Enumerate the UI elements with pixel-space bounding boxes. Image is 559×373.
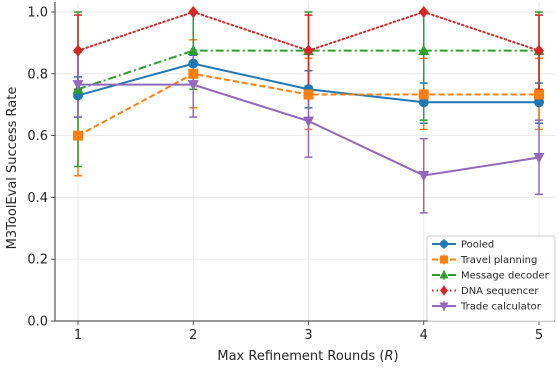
message-decoder-point bbox=[418, 44, 430, 56]
legend-label: Message decoder bbox=[461, 271, 550, 282]
dna-sequencer-point bbox=[73, 44, 83, 57]
x-tick-label: 3 bbox=[304, 328, 312, 343]
trade-calculator-point bbox=[187, 80, 199, 91]
travel-planning-point bbox=[188, 68, 199, 79]
legend-swatch-marker bbox=[439, 270, 449, 279]
legend-label: Trade calculator bbox=[460, 302, 542, 313]
legend-frame bbox=[426, 235, 556, 322]
series-markers bbox=[72, 6, 545, 182]
tick-labels: 1 2 3 4 5 0.0 0.2 0.4 0.6 0.8 1.0 bbox=[27, 6, 543, 344]
legend-item-travel-planning: Travel planning bbox=[432, 254, 537, 266]
dna-sequencer-point bbox=[534, 44, 544, 57]
x-tick-label: 2 bbox=[189, 328, 197, 343]
travel-planning-point bbox=[418, 89, 429, 100]
legend-swatch-marker bbox=[440, 285, 448, 296]
legend: Pooled Travel planning Message decoder DNA … bbox=[426, 235, 556, 322]
dna-sequencer-point bbox=[188, 6, 199, 18]
x-tick-label: 4 bbox=[420, 328, 428, 343]
message-decoder-point bbox=[187, 44, 199, 56]
x-axis-label-prefix: Max Refinement Rounds ( bbox=[217, 349, 384, 364]
trade-calculator-point bbox=[418, 170, 430, 182]
legend-label: Pooled bbox=[461, 240, 494, 251]
y-tick-label: 0.8 bbox=[27, 67, 48, 82]
pooled-point bbox=[188, 58, 199, 69]
dna-sequencer-point bbox=[418, 6, 429, 18]
x-axis-label-suffix: ) bbox=[394, 349, 399, 364]
x-axis-label-var: R bbox=[385, 349, 394, 364]
legend-item-message-decoder: Message decoder bbox=[432, 270, 550, 282]
x-axis-label: Max Refinement Rounds (R) bbox=[217, 349, 398, 364]
x-tick-label: 1 bbox=[74, 328, 82, 343]
legend-item-dna-sequencer: DNA sequencer bbox=[432, 285, 539, 297]
travel-planning-point bbox=[534, 89, 544, 100]
trade-calculator-point bbox=[533, 153, 545, 164]
y-tick-label: 0.2 bbox=[27, 253, 48, 268]
legend-label: DNA sequencer bbox=[461, 286, 539, 297]
legend-label: Travel planning bbox=[460, 255, 537, 266]
trade-calculator-point bbox=[72, 80, 84, 91]
y-tick-label: 0.0 bbox=[27, 315, 48, 330]
legend-swatch-marker bbox=[439, 302, 449, 311]
travel-planning-point bbox=[73, 130, 83, 141]
legend-item-trade-calculator: Trade calculator bbox=[432, 301, 542, 313]
legend-swatch-marker bbox=[440, 255, 448, 264]
legend-swatch-marker bbox=[440, 240, 448, 248]
y-axis-label: M3ToolEval Success Rate bbox=[5, 87, 20, 250]
y-tick-label: 1.0 bbox=[27, 6, 48, 21]
x-tick-label: 5 bbox=[535, 328, 543, 343]
pooled-point bbox=[418, 97, 429, 108]
travel-planning-point bbox=[303, 89, 314, 100]
trade-calculator-point bbox=[303, 116, 314, 128]
pooled-point bbox=[534, 97, 544, 108]
legend-item-pooled: Pooled bbox=[432, 239, 494, 251]
y-tick-label: 0.6 bbox=[27, 129, 48, 144]
y-tick-label: 0.4 bbox=[27, 191, 48, 206]
dna-sequencer-point bbox=[303, 44, 314, 57]
